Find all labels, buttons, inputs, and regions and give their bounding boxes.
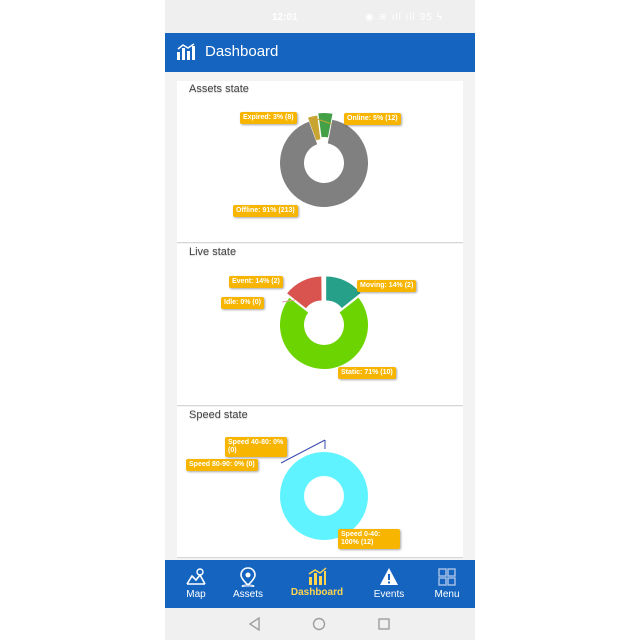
slice-label-speed-40-80: Speed 40-80: 0% (0) bbox=[225, 437, 287, 457]
nav-item-menu[interactable]: Menu bbox=[416, 560, 475, 608]
nav-label-dashboard: Dashboard bbox=[290, 587, 344, 598]
speed-state-chart bbox=[280, 439, 368, 541]
card-title: Assets state bbox=[189, 83, 249, 95]
card-title: Speed state bbox=[189, 409, 248, 421]
pie-slice-speed-0-40 bbox=[280, 451, 368, 541]
recents-icon[interactable] bbox=[377, 617, 391, 631]
slice-label-speed-0-40: Speed 0-40: 100% (12) bbox=[338, 529, 400, 549]
warning-icon bbox=[380, 568, 398, 585]
bottom-nav: Map Assets Dashboard bbox=[165, 560, 475, 608]
dashboard-icon bbox=[176, 43, 196, 66]
grid-icon bbox=[438, 568, 456, 586]
slice-label-event: Event: 14% (2) bbox=[229, 276, 283, 288]
card-title: Live state bbox=[189, 246, 237, 258]
system-nav-bar bbox=[165, 608, 475, 640]
slice-label-expired: Expired: 3% (8) bbox=[240, 112, 297, 124]
speed-state-card: Speed state Speed 40-80: 0% (0) Speed 80… bbox=[177, 407, 463, 558]
home-icon[interactable] bbox=[312, 617, 326, 631]
pie-slice-event bbox=[287, 276, 322, 309]
nav-label-events: Events bbox=[373, 589, 405, 600]
pie-slice-offline bbox=[280, 119, 368, 207]
assets-state-chart bbox=[280, 113, 368, 207]
nav-item-map[interactable]: Map bbox=[165, 560, 227, 608]
map-icon bbox=[186, 568, 206, 585]
bar-chart-icon bbox=[308, 567, 327, 585]
slice-label-moving: Moving: 14% (2) bbox=[357, 280, 417, 292]
nav-label-menu: Menu bbox=[434, 589, 460, 600]
slice-label-offline: Offline: 91% (213) bbox=[233, 205, 298, 217]
status-bar: 12:01 ◉ ≋ ıll ıll 95 ϟ bbox=[165, 0, 475, 33]
nav-label-assets: Assets bbox=[232, 589, 263, 600]
nav-item-assets[interactable]: Assets bbox=[217, 560, 279, 608]
nav-item-dashboard[interactable]: Dashboard bbox=[286, 560, 348, 608]
back-icon[interactable] bbox=[248, 617, 262, 631]
nav-label-map: Map bbox=[186, 589, 206, 600]
location-pin-icon bbox=[240, 567, 256, 587]
pie-slice-static bbox=[280, 297, 368, 369]
assets-state-card: Assets state Expired: 3% (8) Online: 5% … bbox=[177, 81, 463, 243]
app-bar: Dashboard bbox=[165, 33, 475, 72]
status-icons: ◉ ≋ ıll ıll 95 ϟ bbox=[365, 12, 443, 23]
slice-label-speed-80-90: Speed 80-90: 0% (0) bbox=[186, 459, 258, 471]
status-time: 12:01 bbox=[272, 12, 298, 23]
slice-label-idle: Idle: 0% (0) bbox=[221, 297, 264, 309]
pie-slice-online bbox=[318, 113, 333, 138]
live-state-card: Live state Event: 14% (2) Idle: 0% (0) M… bbox=[177, 244, 463, 406]
page-title: Dashboard bbox=[205, 43, 279, 60]
nav-item-events[interactable]: Events bbox=[358, 560, 420, 608]
pie-slice-expired bbox=[307, 115, 321, 141]
phone-screen: 12:01 ◉ ≋ ıll ıll 95 ϟ Dashboard Assets … bbox=[165, 0, 475, 640]
pie-slice-moving bbox=[326, 276, 361, 309]
slice-label-static: Static: 71% (10) bbox=[338, 367, 396, 379]
slice-label-online: Online: 5% (12) bbox=[344, 113, 401, 125]
live-state-chart bbox=[280, 276, 368, 369]
